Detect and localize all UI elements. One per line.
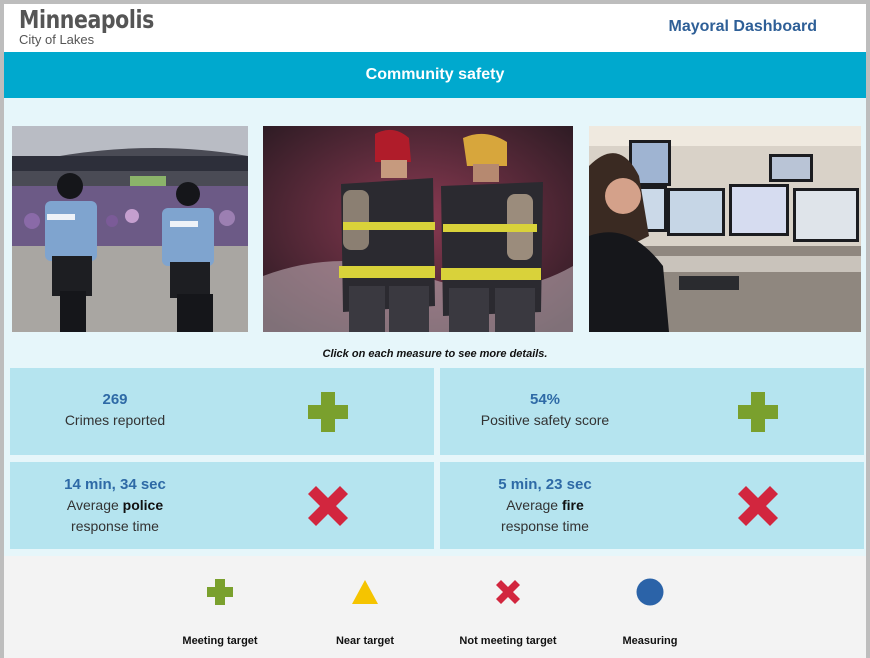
legend-near-target: Near target bbox=[290, 556, 440, 658]
measure-label-suffix: response time bbox=[501, 518, 589, 534]
legend-not-meeting-target: Not meeting target bbox=[433, 556, 583, 658]
measure-card-positive-safety-score[interactable]: 54% Positive safety score bbox=[440, 368, 864, 455]
legend-label: Near target bbox=[335, 635, 395, 647]
city-logo[interactable]: Minneapolis City of Lakes bbox=[19, 6, 183, 47]
police-bike-officers-photo bbox=[12, 126, 248, 332]
measure-label-suffix: response time bbox=[71, 518, 159, 534]
measure-card-crimes-reported[interactable]: 269 Crimes reported bbox=[10, 368, 434, 455]
legend-label: Measuring bbox=[622, 635, 678, 647]
measure-value: 54% bbox=[529, 391, 561, 408]
logo-main-text: Minneapolis bbox=[19, 5, 154, 34]
dispatch-center-photo bbox=[589, 126, 861, 332]
dashboard-title: Mayoral Dashboard bbox=[668, 18, 817, 35]
status-legend: Meeting target Near target Not meeting t… bbox=[4, 556, 866, 658]
blue-circle-icon bbox=[636, 578, 664, 606]
measure-label: Crimes reported bbox=[64, 412, 166, 428]
measure-text: 269 Crimes reported bbox=[10, 390, 220, 431]
measure-card-police-response-time[interactable]: 14 min, 34 sec Average police response t… bbox=[10, 462, 434, 549]
green-plus-icon bbox=[738, 392, 778, 432]
red-x-icon bbox=[738, 486, 778, 526]
main-content: Click on each measure to see more detail… bbox=[4, 98, 866, 556]
measure-label: Positive safety score bbox=[480, 412, 610, 428]
measure-label-prefix: Average bbox=[66, 497, 123, 513]
measure-text: 5 min, 23 sec Average fire response time bbox=[440, 475, 650, 537]
yellow-triangle-icon bbox=[352, 580, 378, 604]
green-plus-icon bbox=[308, 392, 348, 432]
logo-sub-text: City of Lakes bbox=[19, 32, 95, 47]
legend-label: Meeting target bbox=[182, 635, 258, 647]
measure-label-bold: police bbox=[122, 497, 164, 513]
measure-value: 14 min, 34 sec bbox=[64, 476, 166, 493]
legend-label: Not meeting target bbox=[459, 635, 557, 647]
measure-label: Average police bbox=[10, 495, 220, 516]
measure-label-prefix: Average bbox=[506, 497, 562, 513]
section-banner: Community safety bbox=[4, 52, 866, 98]
measure-value: 5 min, 23 sec bbox=[498, 476, 592, 493]
measure-text: 14 min, 34 sec Average police response t… bbox=[10, 475, 220, 537]
red-x-icon bbox=[496, 580, 520, 604]
instruction-hint: Click on each measure to see more detail… bbox=[322, 348, 548, 360]
firefighters-photo bbox=[263, 126, 573, 332]
header: Minneapolis City of Lakes Mayoral Dashbo… bbox=[4, 4, 866, 52]
measure-label-bold: fire bbox=[561, 497, 584, 513]
measure-value: 269 bbox=[102, 391, 128, 408]
measure-card-fire-response-time[interactable]: 5 min, 23 sec Average fire response time bbox=[440, 462, 864, 549]
red-x-icon bbox=[308, 486, 348, 526]
measure-label: Average fire bbox=[440, 495, 650, 516]
legend-measuring: Measuring bbox=[575, 556, 725, 658]
green-plus-icon bbox=[207, 579, 233, 605]
measure-text: 54% Positive safety score bbox=[440, 390, 650, 431]
legend-meeting-target: Meeting target bbox=[145, 556, 295, 658]
